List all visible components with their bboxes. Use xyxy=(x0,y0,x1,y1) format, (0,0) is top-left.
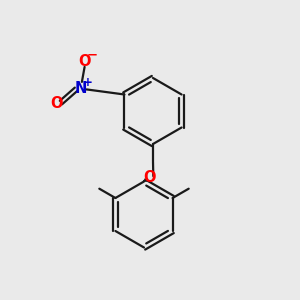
Text: −: − xyxy=(87,48,98,61)
Text: O: O xyxy=(50,96,63,111)
Text: O: O xyxy=(143,170,156,185)
Text: N: N xyxy=(75,81,87,96)
Text: O: O xyxy=(78,54,91,69)
Text: +: + xyxy=(83,76,93,89)
